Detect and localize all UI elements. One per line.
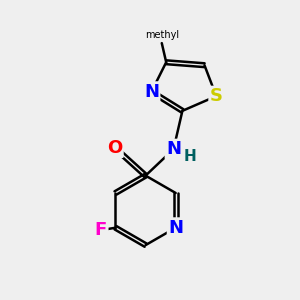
- Text: H: H: [183, 149, 196, 164]
- Text: O: O: [107, 139, 122, 157]
- Text: N: N: [166, 140, 181, 158]
- Text: F: F: [95, 221, 107, 239]
- Text: methyl: methyl: [145, 30, 179, 40]
- Text: N: N: [168, 219, 183, 237]
- Text: S: S: [210, 87, 223, 105]
- Text: N: N: [144, 83, 159, 101]
